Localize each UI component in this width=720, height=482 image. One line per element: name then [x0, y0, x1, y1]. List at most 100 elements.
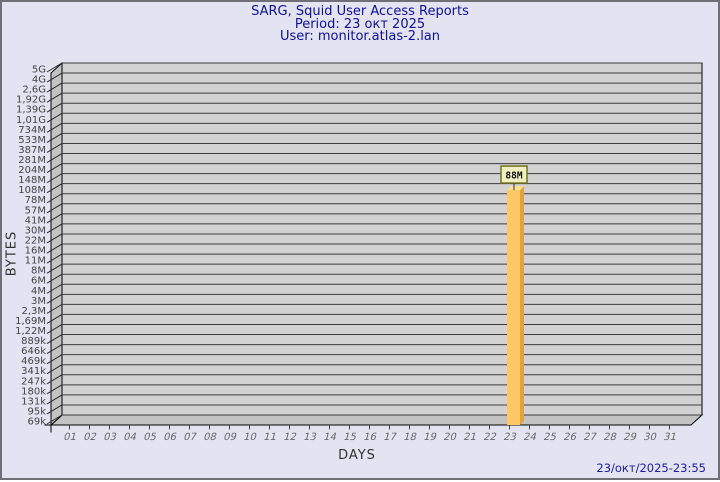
y-tick-label: 78M [25, 195, 46, 206]
y-tick-label: 41M [25, 215, 46, 226]
x-tick-label-group: 26 [562, 432, 577, 443]
y-tick-mark [46, 253, 63, 264]
y-tick-mark [46, 354, 63, 365]
x-tick-label-group: 04 [122, 432, 137, 443]
x-tick-label: 18 [402, 432, 417, 443]
x-tick-label: 02 [82, 432, 97, 443]
x-tick-label-group: 18 [402, 432, 417, 443]
y-tick-mark [46, 303, 63, 314]
report-period: Period: 23 окт 2025 [294, 16, 426, 32]
x-axis-title: DAYS [338, 448, 376, 463]
x-tick-label: 25 [542, 432, 557, 443]
x-tick-label: 06 [162, 432, 177, 443]
x-tick-label: 11 [262, 432, 277, 443]
x-tick-label-group: 24 [522, 432, 537, 443]
y-tick-mark [46, 173, 63, 184]
x-tick-label-group: 27 [582, 432, 597, 443]
x-tick-label: 22 [482, 432, 497, 443]
x-tick-label-group: 30 [642, 432, 657, 443]
y-tick-label: 108M [18, 185, 46, 196]
y-tick-mark [46, 384, 63, 395]
y-tick-label: 6M [31, 276, 46, 287]
y-tick-mark [46, 293, 63, 304]
generated-timestamp: 23/окт/2025-23:55 [596, 461, 706, 475]
y-tick-mark [46, 112, 63, 123]
x-tick-label: 23 [502, 432, 517, 443]
y-tick-label: 4G [32, 75, 46, 86]
x-tick-label-group: 20 [442, 432, 457, 443]
x-tick-label: 26 [562, 432, 577, 443]
bar-top-face [507, 186, 524, 191]
y-tick-mark [46, 404, 63, 415]
y-tick-label: 69k [27, 417, 46, 428]
x-tick-label-group: 21 [462, 432, 477, 443]
x-tick-label: 04 [122, 432, 137, 443]
bar-side-face [520, 186, 524, 425]
y-tick-mark [46, 72, 63, 83]
x-tick-label-group: 05 [142, 432, 157, 443]
y-tick-label: 204M [18, 165, 46, 176]
x-tick-label-group: 31 [662, 432, 677, 443]
x-tick-label-group: 23 [502, 432, 517, 443]
x-tick-label: 20 [442, 432, 457, 443]
x-tick-label-group: 11 [262, 432, 277, 443]
x-tick-label: 08 [202, 432, 217, 443]
y-tick-mark [46, 374, 63, 385]
y-tick-mark [46, 223, 63, 234]
y-tick-label: 1,22M [15, 326, 46, 337]
y-tick-label: 8M [31, 266, 46, 277]
report-user: User: monitor.atlas-2.lan [279, 29, 441, 44]
y-tick-mark [46, 132, 63, 143]
x-tick-label: 24 [522, 432, 537, 443]
y-tick-mark [46, 122, 63, 133]
y-tick-mark [46, 62, 63, 73]
y-tick-mark [46, 344, 63, 355]
y-tick-mark [46, 92, 63, 103]
y-tick-label: 131k [21, 396, 46, 407]
y-tick-label: 22M [25, 235, 46, 246]
y-tick-label: 148M [18, 175, 46, 186]
x-tick-label: 07 [182, 432, 197, 443]
y-tick-mark [46, 163, 63, 174]
x-tick-label-group: 02 [82, 432, 97, 443]
x-tick-label-group: 29 [622, 432, 637, 443]
x-tick-label: 03 [102, 432, 117, 443]
x-tick-label-group: 22 [482, 432, 497, 443]
page-title: SARG, Squid User Access Reports [251, 4, 469, 19]
x-tick-label: 28 [602, 432, 617, 443]
y-tick-label: 11M [25, 256, 46, 267]
y-tick-mark [46, 153, 63, 163]
y-tick-mark [46, 143, 63, 153]
x-tick-label: 15 [342, 432, 357, 443]
x-tick-label: 10 [242, 432, 257, 443]
y-tick-mark [46, 394, 63, 405]
x-tick-label: 05 [142, 432, 157, 443]
x-tick-label: 30 [642, 432, 657, 443]
y-tick-label: 5G [32, 65, 46, 76]
y-tick-mark [46, 263, 63, 274]
y-tick-mark [46, 193, 63, 204]
x-tick-label-group: 10 [242, 432, 257, 443]
y-tick-mark [46, 183, 63, 194]
y-tick-label: 30M [25, 225, 46, 236]
y-tick-mark [46, 324, 63, 334]
y-tick-label: 281M [18, 155, 46, 166]
x-tick-label-group: 07 [182, 432, 197, 443]
y-tick-mark [46, 283, 63, 294]
y-tick-mark [46, 364, 63, 375]
x-tick-label-group: 06 [162, 432, 177, 443]
x-tick-label: 14 [322, 432, 337, 443]
x-tick-label: 09 [222, 432, 237, 443]
y-tick-mark [46, 414, 63, 425]
y-tick-mark [46, 102, 63, 113]
x-tick-label-group: 03 [102, 432, 117, 443]
x-tick-label-group: 08 [202, 432, 217, 443]
y-tick-mark [46, 313, 63, 324]
y-tick-label: 533M [18, 135, 46, 146]
bottom-wall [49, 414, 704, 426]
y-tick-label: 95k [27, 406, 46, 417]
y-tick-mark [46, 334, 63, 344]
x-tick-label: 01 [62, 432, 77, 443]
